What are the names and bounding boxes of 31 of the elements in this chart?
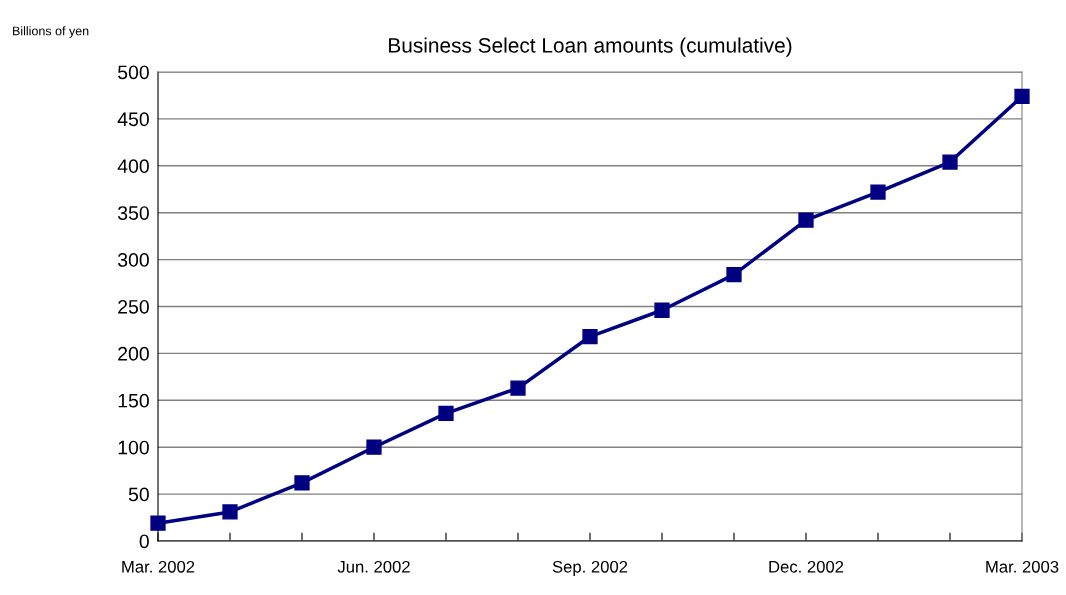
x-tick-label: Sep. 2002	[552, 560, 628, 576]
y-tick-label: 200	[118, 346, 149, 361]
point	[438, 405, 454, 422]
x-tick-label: Mar. 2002	[122, 560, 195, 573]
point	[294, 475, 310, 491]
y-tick-label: 300	[117, 253, 149, 267]
y-tick-label: 350	[117, 206, 149, 220]
y-axis-title: Billions of yen	[13, 26, 89, 38]
y-tick-label: 450	[117, 112, 149, 127]
x-tick-label: Mar. 2003	[986, 560, 1059, 573]
y-tick-label: 50	[128, 487, 149, 502]
point	[222, 504, 238, 520]
y-tick-label: 500	[118, 65, 149, 80]
point	[366, 439, 382, 455]
point	[726, 266, 742, 283]
point	[870, 184, 886, 200]
point	[510, 380, 526, 396]
point	[654, 302, 670, 318]
chart-title: Business Select Loan amounts (cumulative)	[389, 37, 792, 57]
y-tick-label: 100	[118, 440, 149, 455]
point	[798, 212, 814, 228]
point	[582, 328, 598, 345]
point	[1014, 88, 1030, 105]
point	[942, 154, 958, 170]
y-tick-label: 0	[139, 534, 149, 549]
y-tick-label: 250	[118, 299, 149, 314]
x-tick-label: Jun. 2002	[337, 560, 410, 573]
y-tick-label: 400	[117, 159, 149, 174]
x-tick-label: Dec. 2002	[769, 560, 844, 573]
y-tick-label: 150	[118, 393, 149, 408]
point	[150, 515, 166, 531]
